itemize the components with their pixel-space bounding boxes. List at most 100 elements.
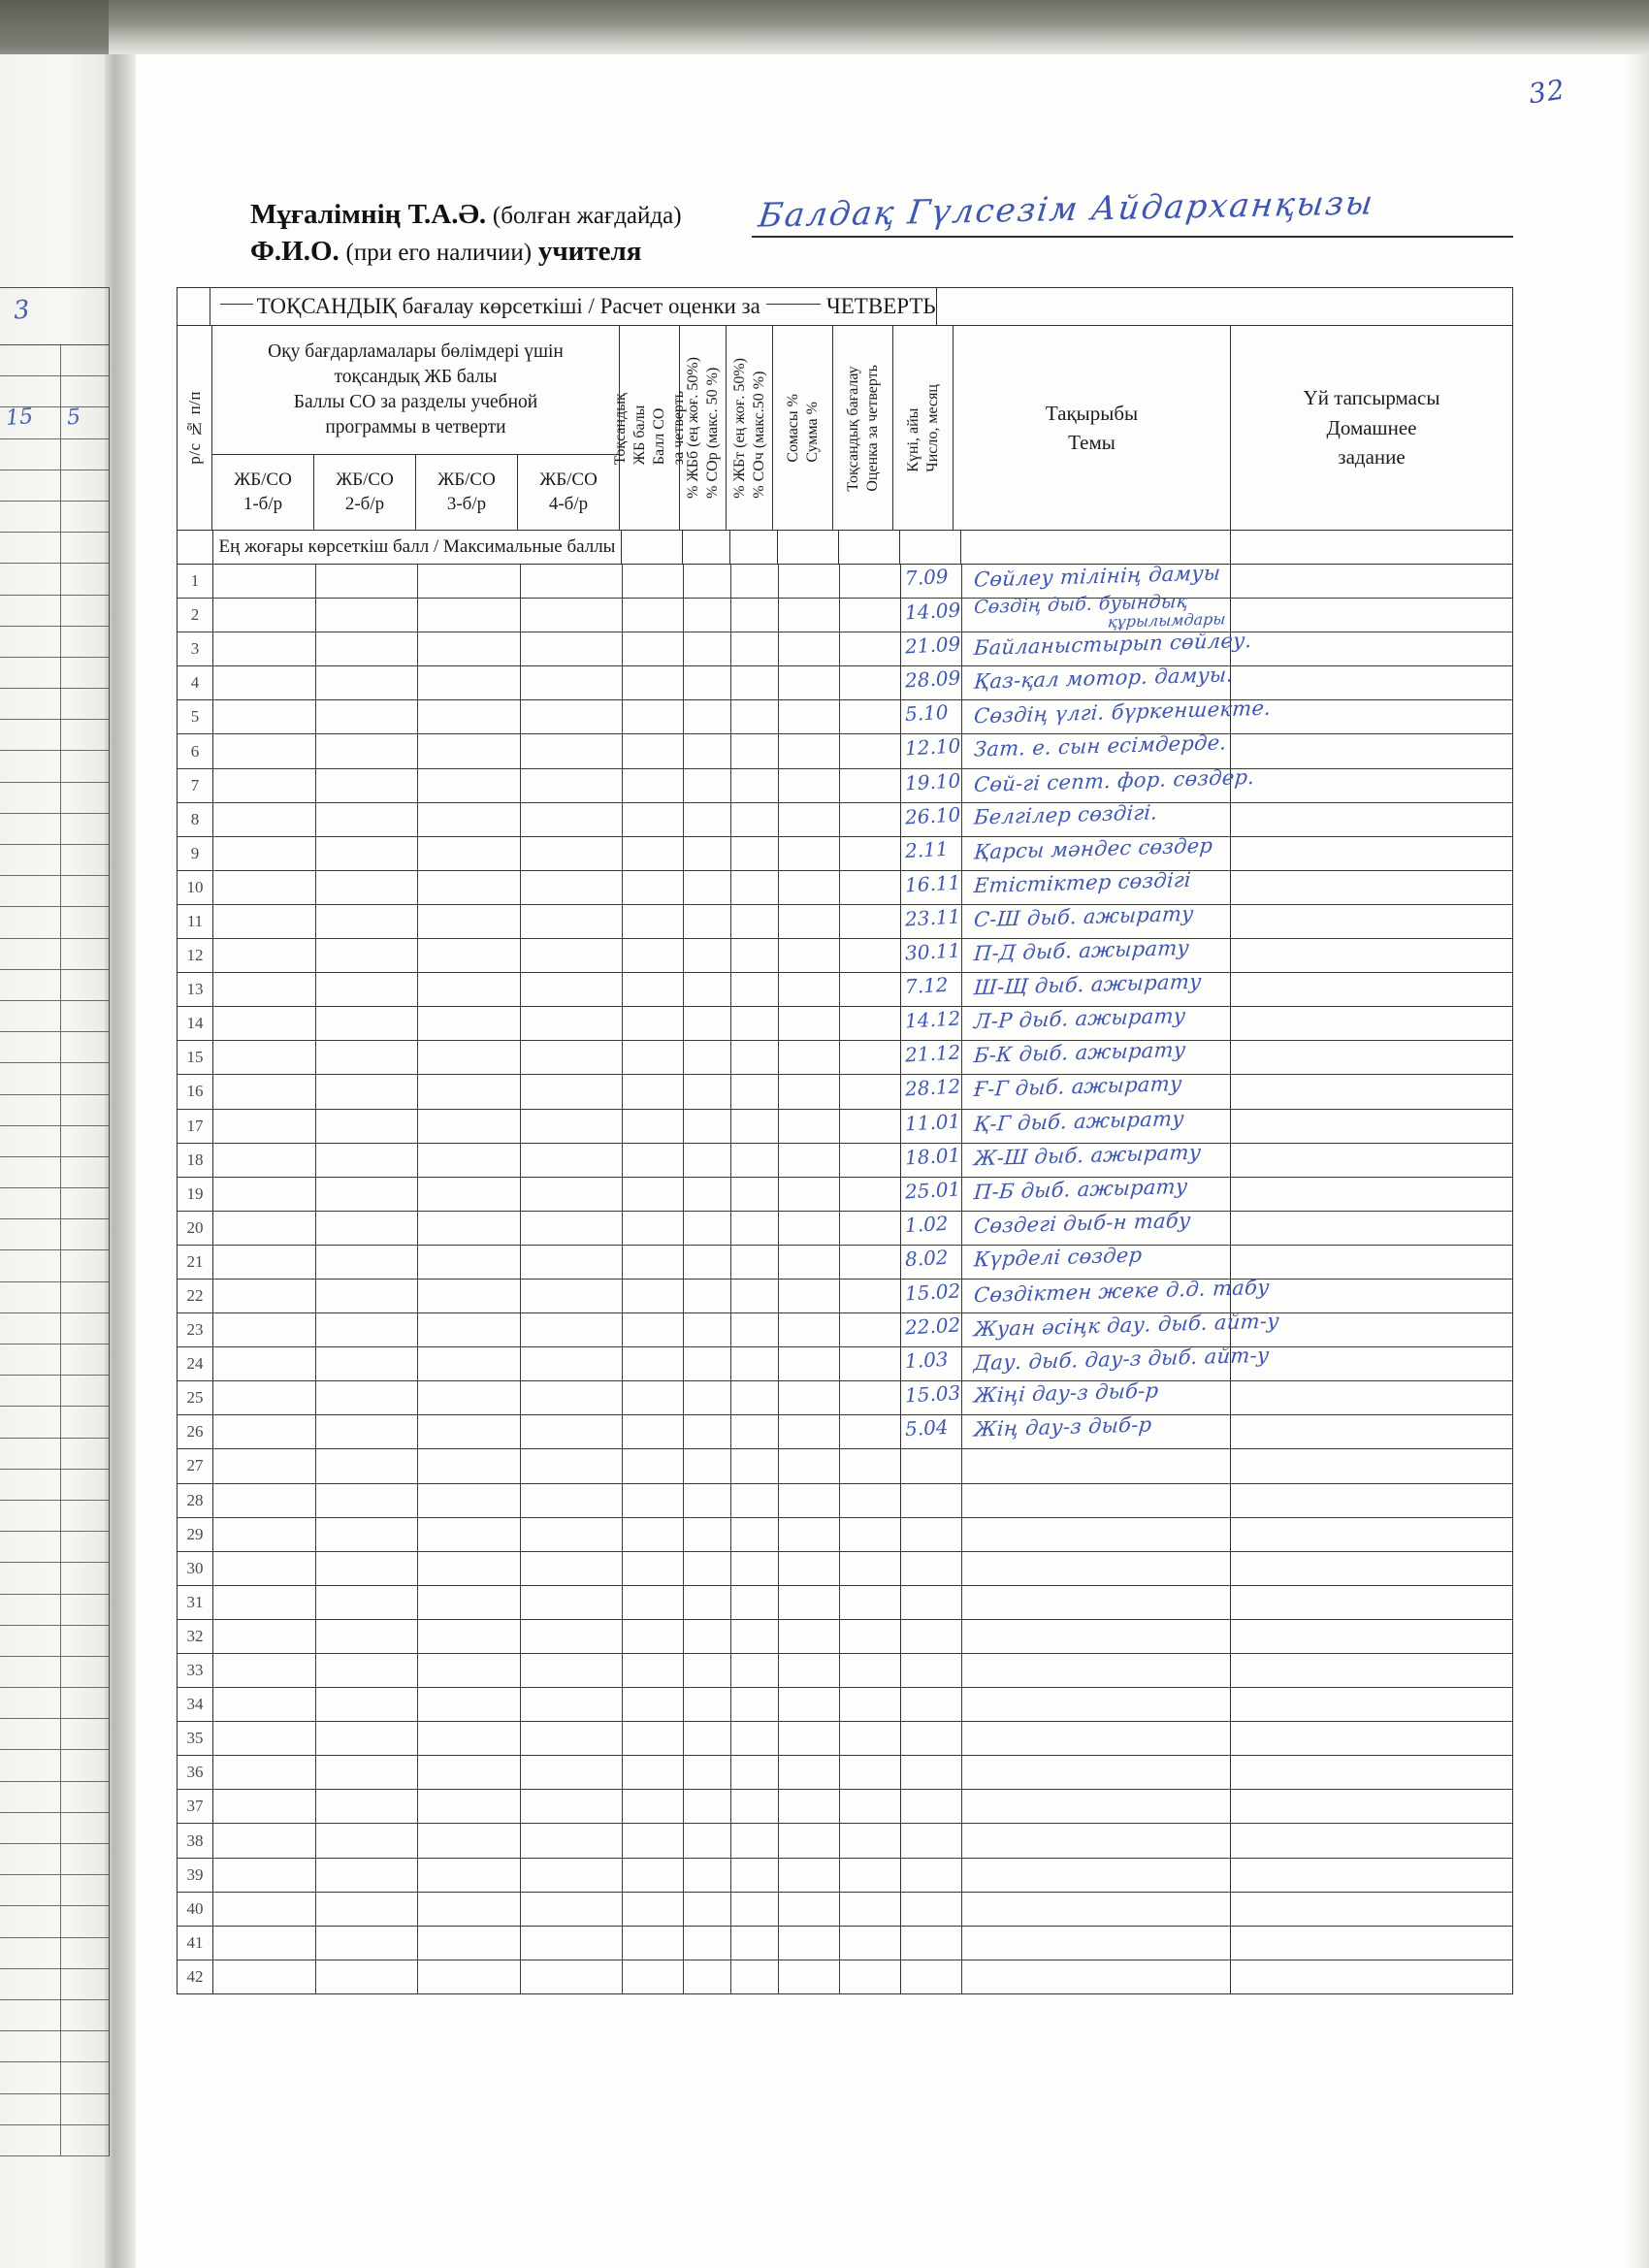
cell-so-4[interactable] (521, 1143, 623, 1177)
cell-pct-sor[interactable] (684, 870, 731, 904)
cell-so-3[interactable] (418, 1245, 521, 1279)
cell-sum-pct[interactable] (779, 599, 840, 632)
cell-so-3[interactable] (418, 1075, 521, 1109)
cell-date[interactable]: 8.02 (901, 1246, 962, 1279)
cell-ball-so[interactable] (623, 599, 684, 632)
cell-pct-soch[interactable] (731, 1551, 779, 1585)
cell-so-2[interactable] (316, 1415, 418, 1449)
cell-so-2[interactable] (316, 1211, 418, 1245)
cell-so-3[interactable] (418, 1347, 521, 1381)
cell-theme[interactable] (962, 1585, 1231, 1619)
cell-pct-soch[interactable] (731, 632, 779, 666)
cell-so-1[interactable] (213, 1041, 316, 1075)
cell-so-2[interactable] (316, 1517, 418, 1551)
cell-date[interactable]: 19.10 (901, 768, 962, 802)
cell-so-4[interactable] (521, 1211, 623, 1245)
cell-so-2[interactable] (316, 1007, 418, 1041)
cell-sum-pct[interactable] (779, 1347, 840, 1381)
cell-sum-pct[interactable] (779, 768, 840, 802)
cell-theme[interactable]: Сөздіктен жеке д.д. табу (962, 1276, 1271, 1313)
cell-pct-sor[interactable] (684, 1075, 731, 1109)
cell-sum-pct[interactable] (779, 973, 840, 1007)
cell-so-2[interactable] (316, 904, 418, 939)
cell-theme[interactable]: Қ-Г дыб. ажырату (962, 1106, 1231, 1143)
cell-theme[interactable]: Етістіктер сөздігі (962, 868, 1231, 904)
cell-so-3[interactable] (418, 1688, 521, 1722)
cell-date[interactable] (901, 1551, 962, 1585)
cell-theme[interactable]: Л-Р дыб. ажырату (962, 1004, 1231, 1041)
cell-so-3[interactable] (418, 1007, 521, 1041)
cell-pct-sor[interactable] (684, 1177, 731, 1211)
cell-so-1[interactable] (213, 904, 316, 939)
cell-so-2[interactable] (316, 1143, 418, 1177)
cell-theme[interactable] (962, 1551, 1231, 1585)
cell-homework[interactable] (1231, 769, 1512, 802)
cell-so-2[interactable] (316, 1824, 418, 1858)
table-row[interactable]: 17 11.01 Қ-Г дыб. ажырату (178, 1106, 1512, 1144)
cell-homework[interactable] (1231, 1347, 1512, 1380)
cell-pct-soch[interactable] (731, 1892, 779, 1926)
cell-so-1[interactable] (213, 870, 316, 904)
cell-sum-pct[interactable] (779, 1313, 840, 1347)
cell-homework[interactable] (1231, 939, 1512, 972)
cell-so-4[interactable] (521, 904, 623, 939)
cell-theme[interactable]: Зат. е. сын есімдерде. (962, 731, 1231, 768)
cell-so-3[interactable] (418, 973, 521, 1007)
cell-so-1[interactable] (213, 1619, 316, 1653)
cell-so-4[interactable] (521, 1415, 623, 1449)
cell-theme[interactable]: Сөздің үлгі. бүркеншекте. (962, 697, 1272, 734)
cell-so-3[interactable] (418, 768, 521, 802)
cell-date[interactable]: 12.10 (901, 734, 962, 768)
cell-pct-sor[interactable] (684, 904, 731, 939)
cell-so-1[interactable] (213, 1075, 316, 1109)
cell-pct-soch[interactable] (731, 1245, 779, 1279)
cell-pct-sor[interactable] (684, 1688, 731, 1722)
cell-quarter-grade[interactable] (840, 973, 901, 1007)
cell-quarter-grade[interactable] (840, 1143, 901, 1177)
cell-theme[interactable]: Белгілер сөздігі. (962, 800, 1231, 836)
cell-ball-so[interactable] (623, 1109, 684, 1143)
table-row[interactable]: 40 (178, 1892, 1512, 1927)
cell-date[interactable] (901, 1722, 962, 1756)
cell-homework[interactable] (1231, 1518, 1512, 1551)
cell-so-2[interactable] (316, 1075, 418, 1109)
cell-sum-pct[interactable] (779, 1585, 840, 1619)
cell-pct-soch[interactable] (731, 1313, 779, 1347)
cell-quarter-grade[interactable] (840, 1688, 901, 1722)
cell-sum-pct[interactable] (779, 1211, 840, 1245)
table-row[interactable]: 33 (178, 1654, 1512, 1689)
cell-pct-soch[interactable] (731, 700, 779, 734)
cell-ball-so[interactable] (623, 870, 684, 904)
cell-quarter-grade[interactable] (840, 1585, 901, 1619)
cell-sum-pct[interactable] (779, 1960, 840, 1993)
cell-so-3[interactable] (418, 1415, 521, 1449)
cell-pct-soch[interactable] (731, 1517, 779, 1551)
table-row[interactable]: 34 (178, 1688, 1512, 1723)
cell-ball-so[interactable] (623, 904, 684, 939)
cell-homework[interactable] (1231, 837, 1512, 870)
cell-date[interactable]: 2.11 (901, 837, 962, 870)
cell-date[interactable] (901, 1824, 962, 1858)
cell-sum-pct[interactable] (779, 1109, 840, 1143)
cell-so-4[interactable] (521, 1517, 623, 1551)
cell-pct-soch[interactable] (731, 1483, 779, 1517)
cell-pct-sor[interactable] (684, 1007, 731, 1041)
cell-so-1[interactable] (213, 1858, 316, 1892)
cell-sum-pct[interactable] (779, 1858, 840, 1892)
cell-pct-soch[interactable] (731, 1790, 779, 1824)
cell-sum-pct[interactable] (779, 939, 840, 973)
cell-date[interactable] (901, 1926, 962, 1960)
cell-date[interactable]: 5.10 (901, 700, 962, 734)
cell-date[interactable]: 14.09 (901, 599, 962, 632)
cell-so-1[interactable] (213, 1313, 316, 1347)
cell-so-2[interactable] (316, 1245, 418, 1279)
cell-ball-so[interactable] (623, 1245, 684, 1279)
cell-so-4[interactable] (521, 973, 623, 1007)
cell-so-4[interactable] (521, 1756, 623, 1790)
table-row[interactable]: 16 28.12 Ғ-Г дыб. ажырату (178, 1072, 1512, 1110)
cell-theme[interactable] (962, 1449, 1231, 1483)
cell-sum-pct[interactable] (779, 1722, 840, 1756)
cell-so-3[interactable] (418, 1722, 521, 1756)
cell-date[interactable]: 7.12 (901, 973, 962, 1007)
cell-so-3[interactable] (418, 666, 521, 700)
